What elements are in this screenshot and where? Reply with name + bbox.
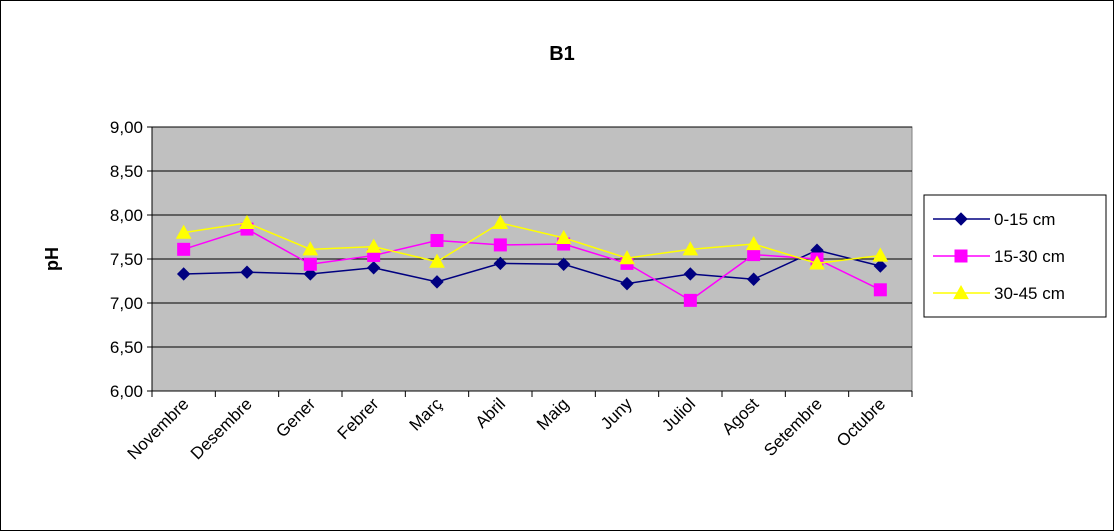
data-point [302,241,319,256]
series-layer [175,214,889,307]
y-axis: 6,00 6,50 7,00 7,50 8,00 8,50 9,00 [110,118,153,401]
data-point [555,229,572,244]
y-axis-label: pH [42,247,62,271]
data-point [366,261,381,275]
data-point [682,241,699,256]
data-point [683,267,698,281]
legend-marker [954,249,968,263]
legend-item: 30-45 cm [933,284,1065,303]
y-tick-label: 7,50 [110,250,143,269]
data-point [747,248,761,262]
data-point [175,224,192,239]
data-point [493,256,508,271]
legend-marker [954,212,968,226]
legend-label: 0-15 cm [994,210,1055,229]
y-tick-label: 6,50 [110,338,143,357]
data-point [239,214,255,230]
gridlines [152,126,912,348]
data-point [873,259,888,273]
data-point [746,272,761,286]
y-tick-label: 7,00 [110,294,143,313]
data-point [430,275,444,289]
data-point [492,214,509,230]
chart-title: B1 [549,43,575,65]
data-point [303,267,318,281]
legend-item: 15-30 cm [933,247,1065,266]
legend-label: 30-45 cm [994,284,1065,303]
series-1 [176,243,888,291]
data-point [745,236,762,251]
legend-marker [953,284,969,300]
legend-item: 0-15 cm [933,210,1055,229]
legend: 0-15 cm 15-30 cm 30-45 cm [923,194,1107,318]
y-tick-label: 8,00 [110,206,143,225]
data-point [556,257,571,271]
data-point [873,283,887,297]
y-tick-label: 8,50 [110,162,143,181]
series-line [183,228,881,302]
data-point [683,293,697,307]
data-point [176,267,191,281]
data-point [809,255,825,270]
legend-label: 15-30 cm [994,247,1065,266]
data-point [872,247,889,262]
data-point [493,238,507,252]
data-point [177,242,191,256]
data-point [240,265,254,279]
data-point [429,253,445,268]
series-line [183,249,881,285]
series-3 [175,214,889,270]
y-tick-label: 6,00 [110,382,143,401]
data-point [365,238,382,253]
data-point [619,250,635,265]
data-point [303,257,317,271]
data-point [430,234,444,248]
data-point [620,276,634,291]
series-line [183,222,881,265]
y-tick-label: 9,00 [110,118,143,137]
